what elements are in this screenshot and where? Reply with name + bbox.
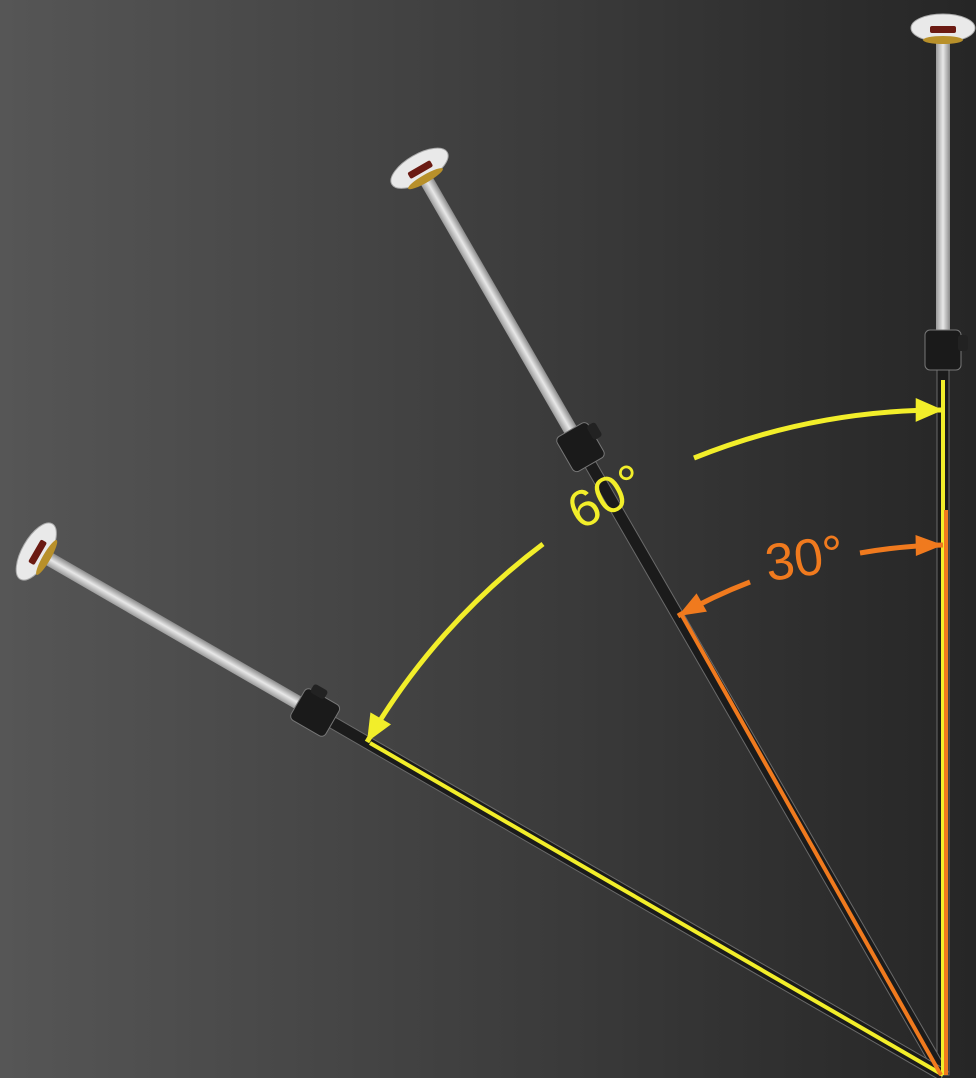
arc-30-left xyxy=(676,579,751,619)
arc-60-left xyxy=(364,542,545,744)
arc-60-right xyxy=(693,398,944,461)
arc-30-right xyxy=(859,534,944,556)
orange-30-line xyxy=(678,611,943,1076)
yellow-60-line xyxy=(368,741,945,1077)
angle-label-30: 30° xyxy=(762,525,848,593)
